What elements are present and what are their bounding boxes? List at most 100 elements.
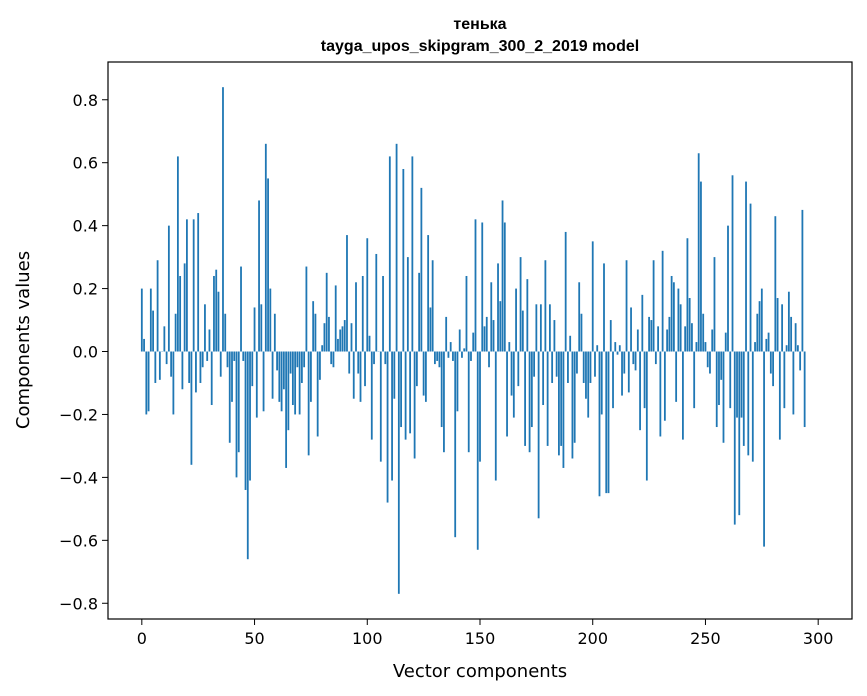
bar-component-86 <box>334 285 337 352</box>
bar-component-104 <box>375 253 378 352</box>
bar-component-162 <box>506 351 508 437</box>
bar-component-127 <box>427 235 430 352</box>
bar-component-181 <box>548 304 551 352</box>
bar-component-24 <box>195 351 197 393</box>
bar-component-59 <box>273 313 276 352</box>
bar-component-294 <box>803 351 806 428</box>
bar-component-41 <box>233 351 236 361</box>
bar-component-44 <box>240 266 242 352</box>
bar-component-215 <box>625 260 628 352</box>
bar-component-167 <box>517 351 520 387</box>
bar-component-242 <box>686 238 689 352</box>
bar-component-159 <box>499 301 502 352</box>
bar-component-292 <box>799 351 802 371</box>
bar-component-91 <box>346 235 348 352</box>
bar-component-277 <box>765 338 768 352</box>
bar-component-278 <box>767 332 770 352</box>
chart-title: тенька <box>453 16 506 33</box>
bar-component-226 <box>650 320 653 352</box>
bar-component-252 <box>709 351 711 374</box>
bar-component-88 <box>339 329 342 352</box>
x-tick-label: 0 <box>137 629 147 648</box>
bar-component-56 <box>267 178 269 352</box>
bar-component-132 <box>438 351 441 368</box>
bar-component-124 <box>420 187 423 352</box>
bar-component-176 <box>537 351 540 519</box>
bar-component-7 <box>156 260 159 352</box>
bar-component-134 <box>443 351 445 453</box>
bar-component-123 <box>418 272 421 352</box>
bar-component-254 <box>713 257 716 352</box>
bar-component-186 <box>560 351 563 446</box>
bar-component-116 <box>402 168 405 352</box>
bar-component-83 <box>328 316 330 352</box>
bar-component-71 <box>300 351 303 383</box>
bar-component-21 <box>188 351 191 383</box>
bar-component-219 <box>634 351 637 371</box>
bar-component-55 <box>264 143 267 352</box>
bar-component-118 <box>406 257 409 352</box>
bar-component-13 <box>170 351 173 377</box>
bar-component-245 <box>693 351 696 409</box>
x-tick-label: 150 <box>465 629 496 648</box>
bar-component-204 <box>600 351 603 415</box>
y-tick-label: −0.2 <box>59 405 98 424</box>
bar-component-90 <box>343 320 346 352</box>
bar-component-172 <box>528 351 531 453</box>
bar-component-32 <box>213 275 215 352</box>
bar-component-54 <box>262 351 265 412</box>
bar-component-283 <box>778 351 781 440</box>
bar-component-51 <box>255 351 258 418</box>
bar-component-38 <box>226 351 229 368</box>
y-tick-label: −0.6 <box>59 531 98 550</box>
bar-component-31 <box>210 351 213 406</box>
bar-component-121 <box>413 351 416 459</box>
bar-component-276 <box>763 351 765 547</box>
bar-component-48 <box>249 351 251 481</box>
bar-component-261 <box>729 351 732 409</box>
bar-component-147 <box>472 332 475 352</box>
bar-component-22 <box>190 351 193 465</box>
bar-component-103 <box>373 351 375 365</box>
bar-component-200 <box>591 241 594 352</box>
bar-component-79 <box>319 351 321 380</box>
bar-component-249 <box>702 313 705 352</box>
bar-component-8 <box>158 351 161 380</box>
bar-component-75 <box>310 351 312 402</box>
bar-component-35 <box>219 351 222 377</box>
bar-component-214 <box>623 351 626 374</box>
bar-component-29 <box>206 351 209 361</box>
bar-component-36 <box>222 87 224 352</box>
bars-group <box>140 87 806 594</box>
bar-component-284 <box>781 304 784 352</box>
bar-component-80 <box>321 345 324 352</box>
bar-component-177 <box>539 304 542 352</box>
bar-component-82 <box>325 272 328 352</box>
bar-component-74 <box>307 351 310 456</box>
bar-component-228 <box>654 351 657 365</box>
bar-component-264 <box>736 351 738 418</box>
bar-component-25 <box>197 213 200 352</box>
bar-component-222 <box>641 294 644 352</box>
bar-component-61 <box>278 351 281 402</box>
bar-component-238 <box>677 288 680 352</box>
bar-component-50 <box>253 307 256 352</box>
bar-component-4 <box>149 288 152 352</box>
x-tick-label: 200 <box>577 629 608 648</box>
bar-component-0 <box>140 288 143 352</box>
bar-component-246 <box>695 342 698 352</box>
bar-component-196 <box>582 351 585 383</box>
y-tick-label: 0.8 <box>73 91 98 110</box>
bar-component-203 <box>598 351 601 497</box>
bar-component-34 <box>217 291 220 352</box>
bar-component-14 <box>172 351 175 415</box>
bar-component-231 <box>661 250 664 352</box>
bar-component-144 <box>465 275 468 352</box>
bar-component-42 <box>235 351 238 478</box>
bar-component-265 <box>738 351 741 516</box>
bar-component-102 <box>370 351 373 440</box>
bar-component-166 <box>515 288 517 352</box>
bar-component-169 <box>521 310 524 352</box>
bar-component-143 <box>463 348 466 352</box>
y-tick-label: 0.0 <box>73 343 98 362</box>
